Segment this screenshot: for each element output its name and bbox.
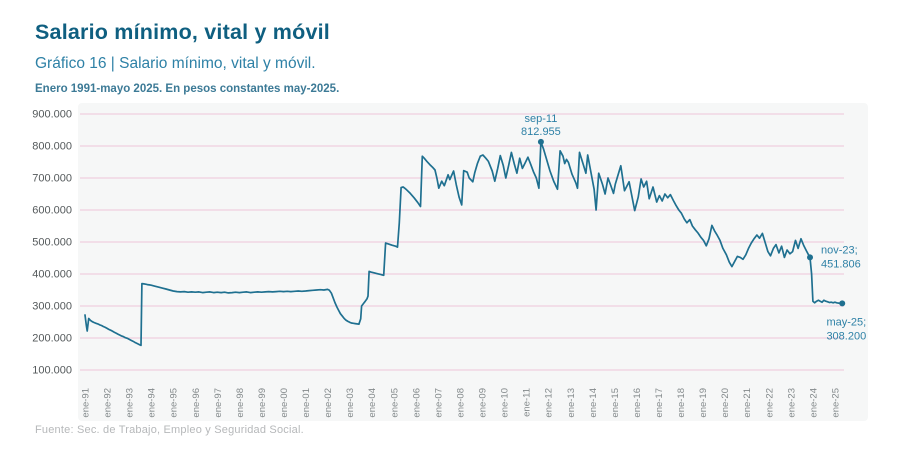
annotation-label: may-25; 308.200 — [826, 316, 866, 342]
x-tick-label: ene-09 — [478, 388, 489, 418]
annotation-line: may-25; — [826, 316, 866, 328]
y-tick-label: 100.000 — [32, 365, 72, 377]
source-note: Fuente: Sec. de Trabajo, Empleo y Seguri… — [35, 424, 304, 436]
y-axis-labels: 100.000 200.000 300.000 400.000 500.000 600.0… — [32, 109, 72, 377]
y-tick-label: 900.000 — [32, 109, 72, 121]
x-tick-label: ene-10 — [500, 388, 511, 418]
y-tick-label: 200.000 — [32, 333, 72, 345]
x-tick-label: ene-14 — [588, 388, 599, 418]
gridlines — [80, 113, 844, 371]
x-tick-label: ene-21 — [742, 388, 753, 418]
x-tick-label: ene-99 — [257, 388, 268, 418]
x-tick-label: ene-91 — [81, 388, 92, 418]
x-tick-label: ene-24 — [808, 388, 819, 418]
x-tick-label: ene-98 — [235, 388, 246, 418]
annotation-label: nov-23; 451.806 — [821, 244, 861, 270]
x-tick-label: ene-19 — [698, 388, 709, 418]
x-tick-label: ene-96 — [191, 388, 202, 418]
y-tick-label: 600.000 — [32, 205, 72, 217]
page-title: Salario mínimo, vital y móvil — [35, 20, 330, 44]
y-tick-label: 500.000 — [32, 237, 72, 249]
chart-period-note: Enero 1991-mayo 2025. En pesos constante… — [35, 83, 340, 95]
x-tick-label: ene-02 — [323, 388, 334, 418]
x-tick-label: ene-03 — [345, 388, 356, 418]
y-tick-label: 700.000 — [32, 173, 72, 185]
annotation-line: 308.200 — [826, 330, 866, 342]
x-tick-label: ene-97 — [213, 388, 224, 418]
x-tick-label: ene-05 — [389, 388, 400, 418]
y-tick-label: 800.000 — [32, 141, 72, 153]
x-tick-label: ene-25 — [830, 388, 841, 418]
data-point-marker — [807, 254, 814, 261]
annotation-line: 451.806 — [821, 258, 861, 270]
x-tick-label: ene-00 — [279, 388, 290, 418]
x-tick-label: ene-13 — [566, 388, 577, 418]
x-tick-label: ene-18 — [676, 388, 687, 418]
y-tick-label: 400.000 — [32, 269, 72, 281]
y-tick-label: 300.000 — [32, 301, 72, 313]
data-point-marker — [839, 300, 846, 307]
annotation-line: nov-23; — [821, 244, 858, 256]
x-tick-label: ene-23 — [786, 388, 797, 418]
x-tick-label: ene-08 — [455, 388, 466, 418]
x-tick-label: ene-11 — [522, 388, 533, 417]
x-tick-label: ene-17 — [654, 388, 665, 418]
x-tick-label: ene-92 — [103, 388, 114, 418]
x-tick-label: ene-94 — [147, 388, 158, 418]
plot-area — [78, 103, 868, 421]
x-tick-label: ene-15 — [610, 388, 621, 418]
x-tick-label: ene-22 — [764, 388, 775, 418]
annotation-line: sep-11 — [525, 113, 558, 125]
x-tick-label: ene-06 — [411, 388, 422, 418]
x-tick-label: ene-16 — [632, 388, 643, 418]
x-tick-label: ene-20 — [720, 388, 731, 418]
x-axis-labels: ene-91 ene-92 ene-93 ene-94 ene-95 ene-96 ene-… — [81, 388, 842, 418]
annotation-line: 812.955 — [521, 126, 561, 138]
x-tick-label: ene-07 — [433, 388, 444, 418]
chart-title: Gráfico 16 | Salario mínimo, vital y móv… — [35, 55, 316, 72]
x-tick-label: ene-04 — [367, 388, 378, 418]
data-point-marker — [537, 138, 544, 145]
x-tick-label: ene-95 — [169, 388, 180, 418]
data-line — [84, 141, 844, 347]
x-tick-label: ene-93 — [125, 388, 136, 418]
x-tick-label: ene-12 — [544, 388, 555, 418]
x-tick-label: ene-01 — [301, 388, 312, 418]
